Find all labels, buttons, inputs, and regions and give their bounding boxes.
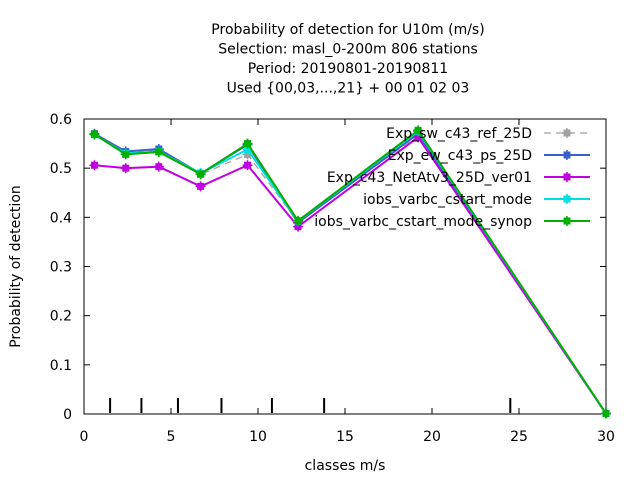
legend-entry-5: iobs_varbc_cstart_mode_synop [314, 214, 590, 230]
axis-ticks: 0 5 10 15 20 25 30 0 0.1 0.2 0.3 0.4 0.5 0.6 [50, 112, 615, 445]
series-5 [89, 125, 611, 419]
legend-label: Exp_sw_c43_ref_25D [386, 126, 532, 142]
series-layer [89, 125, 611, 419]
x-tick-label: 5 [167, 429, 176, 445]
y-tick-label: 0.5 [50, 161, 72, 177]
y-tick-label: 0.2 [50, 309, 72, 325]
legend-entry-3: Exp_c43_NetAtv3_25D_ver01 [327, 170, 590, 186]
legend-label: Exp_c43_NetAtv3_25D_ver01 [327, 170, 532, 186]
y-tick-label: 0.4 [50, 210, 72, 226]
legend-label: Exp_ew_c43_ps_25D [388, 148, 532, 164]
class-marks [109, 398, 512, 413]
title-line-1: Probability of detection for U10m (m/s) [211, 22, 484, 38]
y-axis-label: Probability of detection [8, 185, 24, 348]
series-line [94, 135, 607, 415]
title-line-4: Used {00,03,...,21} + 00 01 02 03 [227, 81, 470, 97]
chart-title: Probability of detection for U10m (m/s) S… [211, 22, 484, 97]
x-tick-label: 15 [336, 429, 354, 445]
title-line-3: Period: 20190801-20190811 [248, 61, 448, 77]
y-tick-label: 0.6 [50, 112, 72, 128]
legend-entry-4: iobs_varbc_cstart_mode [363, 192, 590, 208]
y-tick-label: 0.3 [50, 260, 72, 276]
title-line-2: Selection: masl_0-200m 806 stations [218, 42, 478, 58]
legend-entry-2: Exp_ew_c43_ps_25D [388, 148, 590, 164]
legend-label: iobs_varbc_cstart_mode_synop [314, 214, 532, 230]
legend: Exp_sw_c43_ref_25D Exp_ew_c43_ps_25D Exp_c… [314, 126, 590, 230]
x-tick-label: 30 [597, 429, 615, 445]
legend-entry-1: Exp_sw_c43_ref_25D [386, 126, 590, 142]
series-line [93, 128, 607, 415]
x-axis-label: classes m/s [305, 458, 386, 474]
y-tick-label: 0 [63, 407, 72, 423]
x-tick-label: 25 [510, 429, 528, 445]
y-tick-label: 0.1 [50, 358, 72, 374]
legend-label: iobs_varbc_cstart_mode [363, 192, 532, 208]
x-tick-label: 0 [80, 429, 89, 445]
x-tick-label: 10 [249, 429, 267, 445]
x-tick-label: 20 [423, 429, 441, 445]
